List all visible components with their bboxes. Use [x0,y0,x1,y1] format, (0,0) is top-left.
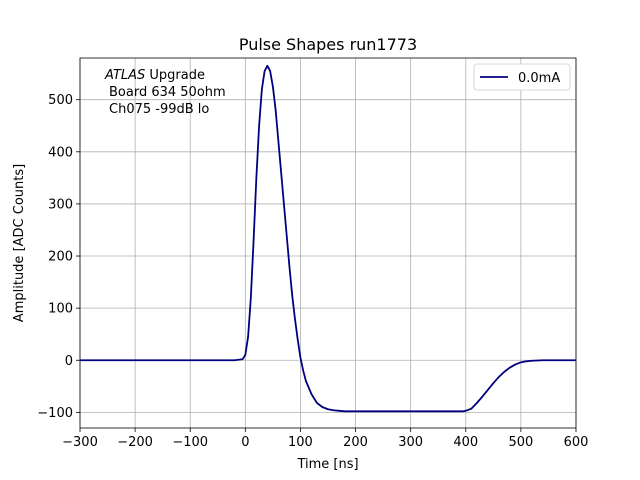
y-tick-label: −100 [37,406,73,421]
x-tick-label: 0 [241,435,249,450]
y-tick-label: 100 [48,302,73,317]
x-tick-label: 200 [343,435,368,450]
y-axis-label: Amplitude [ADC Counts] [12,164,27,322]
series-line-0.0mA [80,64,576,413]
svg-text:ATLAS Upgrade: ATLAS Upgrade [104,68,205,83]
axis-ticks: −300 −200 −100 0 100 200 300 400 500 600 −100 0 100 2… [37,93,588,450]
x-tick-label: −100 [172,435,208,450]
legend-label: 0.0mA [518,71,560,86]
x-axis-label: Time [ns] [296,457,358,472]
annotation-board: Board 634 50ohm [109,85,226,100]
y-tick-label: 0 [65,354,73,369]
x-tick-label: 400 [453,435,478,450]
x-tick-label: −300 [62,435,98,450]
x-tick-label: 100 [288,435,313,450]
series-lines [80,64,576,413]
y-tick-label: 300 [48,197,73,212]
plot-frame [79,57,577,429]
annotation-atlas: ATLAS [104,68,145,83]
y-tick-label: 500 [48,93,73,108]
legend-box [473,63,571,91]
x-tick-label: 300 [398,435,423,450]
chart-title: Pulse Shapes run1773 [239,35,417,54]
legend: 0.0mA [473,63,571,91]
annotation-channel: Ch075 -99dB lo [109,102,209,117]
y-tick-label: 400 [48,145,73,160]
x-tick-label: 500 [508,435,533,450]
y-tick-label: 200 [48,250,73,265]
atlas-annotation: ATLAS Upgrade Board 634 50ohm Ch075 -99d… [104,68,226,117]
x-tick-label: −200 [117,435,153,450]
annotation-upgrade: Upgrade [145,68,205,83]
x-tick-label: 600 [564,435,589,450]
